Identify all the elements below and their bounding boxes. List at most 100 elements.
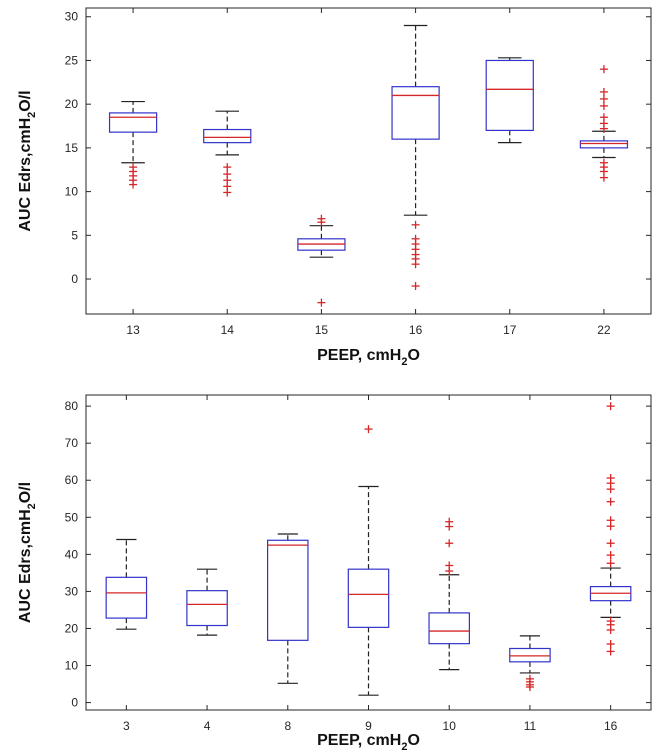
- outlier-marker: [445, 567, 454, 576]
- y-tick-label: 80: [65, 399, 79, 413]
- y-tick-label: 20: [65, 97, 79, 111]
- y-tick-label: 10: [65, 659, 79, 673]
- outlier-marker: [606, 640, 615, 649]
- x-tick-label: 10: [443, 719, 457, 733]
- x-axis-label-subscript: 2: [401, 356, 407, 368]
- box-group: [186, 568, 228, 636]
- x-tick-label: 9: [365, 719, 372, 733]
- iqr-box: [203, 128, 252, 144]
- outlier-marker: [606, 647, 615, 656]
- y-tick-label: 70: [65, 436, 79, 450]
- outlier-marker: [411, 220, 420, 229]
- y-tick-label: 15: [65, 141, 79, 155]
- x-axis-label: PEEP, cmH2O: [317, 347, 420, 368]
- x-tick-label: 16: [409, 323, 423, 337]
- y-axis-label-tail: O/l: [17, 482, 34, 503]
- y-axis-label: AUC Edrs,cmH2O/l: [17, 90, 38, 231]
- y-tick-label: 30: [65, 10, 79, 24]
- outlier-marker: [599, 124, 608, 133]
- outlier-marker: [364, 425, 373, 434]
- x-axis-label-main: PEEP, cmH: [317, 347, 401, 364]
- outlier-marker: [606, 402, 615, 411]
- x-axis-label-tail: O: [407, 347, 419, 364]
- y-axis-label-subscript: 2: [26, 503, 38, 509]
- y-tick-label: 50: [65, 510, 79, 524]
- y-axis-label-subscript: 2: [26, 112, 38, 118]
- box-group: [391, 24, 440, 291]
- outlier-marker: [606, 485, 615, 494]
- outlier-marker: [317, 298, 326, 307]
- x-axis-label: PEEP, cmH2O: [317, 732, 420, 753]
- box-group: [105, 538, 148, 630]
- outlier-marker: [606, 551, 615, 560]
- outlier-marker: [411, 260, 420, 269]
- iqr-box: [347, 568, 390, 628]
- x-tick-label: 3: [123, 719, 130, 733]
- outlier-marker: [606, 559, 615, 568]
- box-group: [589, 402, 632, 656]
- outlier-marker: [599, 65, 608, 74]
- y-tick-label: 25: [65, 53, 79, 67]
- iqr-box: [186, 590, 228, 627]
- outlier-marker: [599, 101, 608, 110]
- y-tick-label: 60: [65, 473, 79, 487]
- x-tick-label: 15: [315, 323, 329, 337]
- box-group: [297, 214, 346, 307]
- y-axis-label-tail: O/l: [17, 90, 34, 111]
- outlier-marker: [129, 180, 138, 189]
- y-axis-label-main: AUC Edrs,cmH: [17, 118, 34, 232]
- x-tick-label: 14: [221, 323, 235, 337]
- outlier-marker: [606, 539, 615, 548]
- y-axis-label: AUC Edrs,cmH2O/l: [17, 482, 38, 623]
- outlier-marker: [445, 539, 454, 548]
- y-axis-label-main: AUC Edrs,cmH: [17, 509, 34, 623]
- x-axis-label-subscript: 2: [401, 741, 407, 753]
- x-tick-label: 22: [597, 323, 611, 337]
- outlier-marker: [223, 163, 232, 172]
- iqr-box: [391, 86, 440, 140]
- x-tick-label: 4: [204, 719, 211, 733]
- outlier-marker: [606, 497, 615, 506]
- box-group: [579, 65, 629, 182]
- y-tick-label: 20: [65, 621, 79, 635]
- iqr-box: [108, 112, 158, 133]
- outlier-marker: [606, 522, 615, 531]
- iqr-box: [105, 576, 148, 619]
- outlier-marker: [317, 218, 326, 227]
- iqr-box: [428, 612, 470, 645]
- y-tick-label: 30: [65, 584, 79, 598]
- outlier-marker: [525, 683, 534, 692]
- box-group: [108, 100, 158, 189]
- box-group: [203, 110, 252, 197]
- y-tick-label: 10: [65, 185, 79, 199]
- x-tick-label: 16: [604, 719, 618, 733]
- box-group: [428, 517, 470, 671]
- x-tick-label: 8: [284, 719, 291, 733]
- y-tick-label: 0: [71, 272, 78, 286]
- x-axis-label-tail: O: [407, 732, 419, 749]
- outlier-marker: [606, 625, 615, 634]
- y-tick-label: 40: [65, 547, 79, 561]
- outlier-marker: [223, 188, 232, 197]
- x-tick-label: 13: [126, 323, 140, 337]
- iqr-box: [509, 647, 551, 663]
- x-tick-label: 17: [503, 323, 517, 337]
- iqr-box: [579, 140, 629, 149]
- box-group: [509, 635, 551, 692]
- box-group: [347, 425, 390, 696]
- iqr-box: [267, 539, 309, 641]
- box-group: [267, 533, 309, 684]
- x-axis-label-main: PEEP, cmH: [317, 732, 401, 749]
- plot-area-frame: [85, 7, 652, 315]
- outlier-marker: [445, 522, 454, 531]
- outlier-marker: [411, 282, 420, 291]
- y-tick-label: 5: [71, 228, 78, 242]
- box-group: [485, 57, 534, 144]
- outlier-marker: [599, 173, 608, 182]
- outlier-marker: [599, 87, 608, 96]
- iqr-box: [485, 59, 534, 131]
- y-tick-label: 0: [71, 696, 78, 710]
